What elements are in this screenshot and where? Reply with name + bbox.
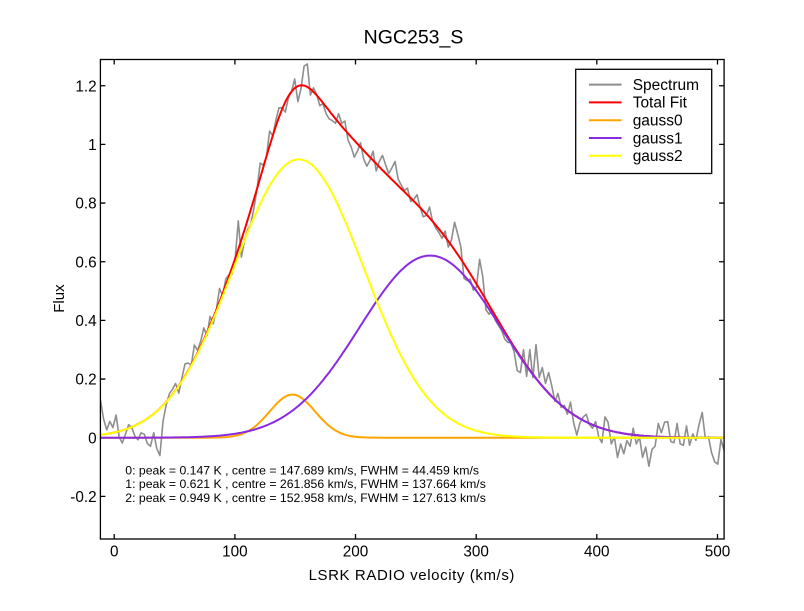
- svg-text:400: 400: [584, 543, 610, 560]
- svg-text:0.8: 0.8: [75, 196, 96, 213]
- svg-text:Total Fit: Total Fit: [633, 95, 688, 112]
- svg-text:Flux: Flux: [51, 284, 68, 313]
- svg-text:0.6: 0.6: [75, 254, 96, 271]
- svg-text:300: 300: [463, 543, 489, 560]
- svg-text:2: peak = 0.949 K , centre = 1: 2: peak = 0.949 K , centre = 152.958 km/…: [125, 491, 486, 505]
- svg-text:-0.2: -0.2: [70, 489, 96, 506]
- svg-text:gauss2: gauss2: [633, 148, 683, 165]
- svg-text:500: 500: [705, 543, 731, 560]
- svg-text:LSRK RADIO velocity (km/s): LSRK RADIO velocity (km/s): [309, 567, 515, 584]
- svg-text:0: 0: [88, 430, 97, 447]
- svg-text:0: 0: [110, 543, 119, 560]
- svg-text:gauss1: gauss1: [633, 130, 683, 147]
- svg-text:1.2: 1.2: [75, 78, 96, 95]
- svg-text:Spectrum: Spectrum: [633, 77, 699, 94]
- svg-text:0.4: 0.4: [75, 313, 97, 330]
- svg-text:0.2: 0.2: [75, 372, 96, 389]
- svg-text:100: 100: [222, 543, 248, 560]
- svg-text:gauss0: gauss0: [633, 113, 683, 130]
- svg-text:1: 1: [88, 137, 97, 154]
- svg-text:0: peak = 0.147 K , centre = 1: 0: peak = 0.147 K , centre = 147.689 km/…: [125, 463, 479, 477]
- svg-text:NGC253_S: NGC253_S: [364, 27, 464, 49]
- svg-text:200: 200: [343, 543, 369, 560]
- svg-text:1: peak = 0.621 K , centre = 2: 1: peak = 0.621 K , centre = 261.856 km/…: [125, 477, 486, 491]
